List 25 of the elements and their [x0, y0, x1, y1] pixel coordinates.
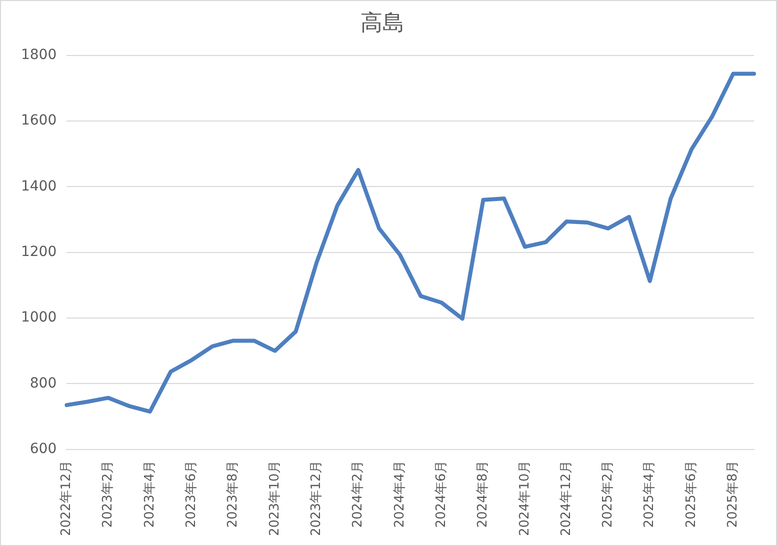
x-tick-label: 2023年10月 [267, 460, 282, 536]
x-tick-label: 2023年6月 [184, 460, 199, 528]
x-tick-label: 2024年4月 [392, 460, 408, 528]
x-tick-label: 2023年8月 [226, 460, 241, 528]
y-tick-label: 1200 [20, 244, 57, 260]
x-tick-label: 2023年2月 [100, 460, 116, 528]
y-tick-label: 800 [30, 375, 57, 392]
x-tick-label: 2025年4月 [642, 460, 658, 528]
y-tick-label: 1400 [20, 178, 57, 194]
x-tick-label: 2024年12月 [558, 460, 574, 536]
x-tick-label: 2023年4月 [142, 460, 158, 528]
x-tick-label: 2023年12月 [308, 460, 324, 536]
x-tick-label: 2024年8月 [476, 460, 491, 528]
chart-title: 高島 [360, 10, 404, 36]
x-tick-label: 2024年10月 [517, 460, 532, 536]
x-tick-label: 2025年6月 [684, 460, 699, 528]
y-tick-label: 600 [30, 441, 57, 458]
y-tick-label: 1000 [20, 310, 57, 326]
x-tick-label: 2025年8月 [726, 460, 741, 528]
x-tick-label: 2024年2月 [350, 460, 366, 528]
y-tick-label: 1800 [20, 47, 57, 64]
y-tick-label: 1600 [20, 112, 57, 129]
x-tick-label: 2022年12月 [59, 460, 74, 536]
x-tick-label: 2025年2月 [600, 460, 616, 528]
x-tick-label: 2024年6月 [434, 460, 449, 528]
